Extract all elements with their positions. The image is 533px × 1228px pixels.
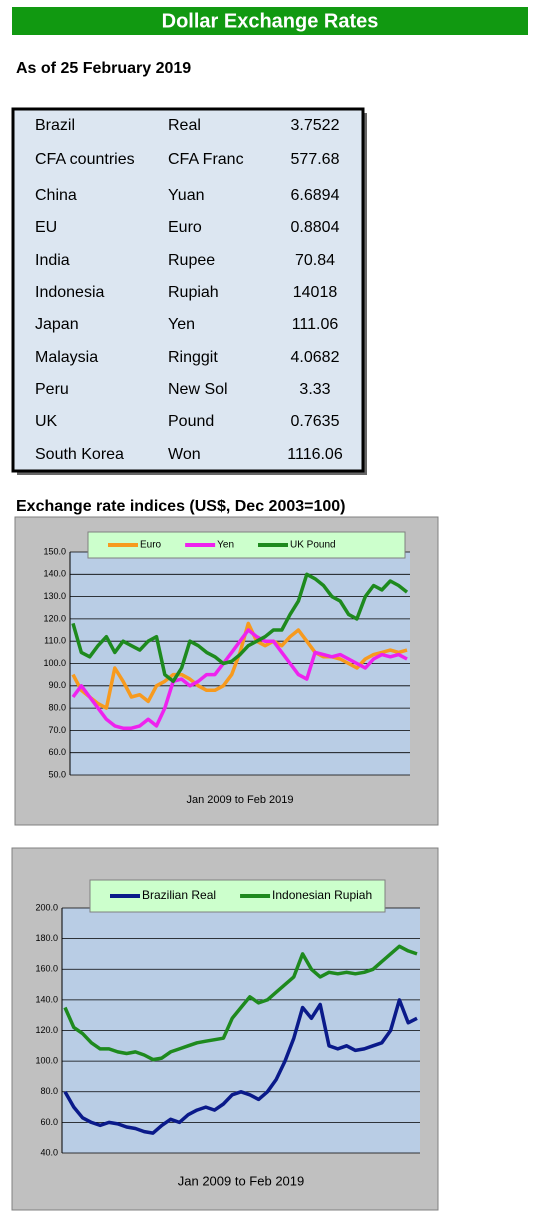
y-tick-label: 160.0 [35, 964, 58, 974]
legend-label: UK Pound [290, 540, 336, 551]
rate: 4.0682 [291, 349, 340, 366]
series-line [71, 572, 409, 684]
date: As of 25 February 2019 [16, 60, 191, 77]
y-tick-label: 90.0 [48, 680, 66, 690]
country: EU [35, 219, 57, 236]
y-tick-label: 100.0 [35, 1056, 58, 1066]
table: Brazil Real 3.7522 CFA countries CFA Franc 57… [35, 117, 343, 463]
currency: CFA Franc [168, 151, 244, 168]
charts: 50.0 60.0 70.0 80.0 90.0 100.0 110.0 120.0 130.0… [11, 516, 439, 1211]
y-tick-label: 70.0 [48, 725, 66, 735]
country: Peru [35, 381, 69, 398]
country: UK [35, 413, 58, 430]
rate: 111.06 [292, 316, 339, 333]
y-tick-label: 80.0 [48, 702, 66, 712]
rate: 577.68 [291, 151, 340, 168]
currency: Ringgit [168, 349, 218, 366]
y-tick-label: 120.0 [35, 1025, 58, 1035]
rate: 6.6894 [291, 187, 340, 204]
currency: Rupiah [168, 284, 219, 301]
rate: 1116.06 [287, 446, 343, 463]
legend-label: Brazilian Real [142, 888, 216, 902]
series-line [63, 944, 418, 1062]
country: China [35, 187, 77, 204]
x-axis-label: Jan 2009 to Feb 2019 [186, 794, 293, 806]
table-box [11, 107, 365, 473]
country: Japan [35, 316, 79, 333]
currency: Rupee [168, 252, 215, 269]
y-tick-label: 40.0 [40, 1147, 58, 1157]
currency: Yuan [168, 187, 204, 204]
legend-label: Euro [140, 540, 162, 551]
country: South Korea [35, 446, 124, 463]
y-tick-label: 150.0 [43, 546, 66, 556]
y-tick-label: 80.0 [40, 1086, 58, 1096]
y-tick-label: 120.0 [43, 613, 66, 623]
title: Dollar Exchange Rates [162, 10, 379, 32]
currency: Real [168, 117, 201, 134]
y-tick-label: 200.0 [35, 902, 58, 912]
y-tick-label: 140.0 [35, 994, 58, 1004]
country: India [35, 252, 70, 269]
rate: 0.7635 [291, 413, 340, 430]
series-line [63, 998, 418, 1135]
y-tick-label: 50.0 [48, 769, 66, 779]
rate: 14018 [293, 284, 338, 301]
rate: 0.8804 [291, 219, 340, 236]
y-tick-label: 100.0 [43, 658, 66, 668]
country: Brazil [35, 117, 75, 134]
series-line [71, 628, 408, 730]
y-tick-label: 130.0 [43, 591, 66, 601]
y-tick-label: 140.0 [43, 569, 66, 579]
country: Malaysia [35, 349, 98, 366]
country: CFA countries [35, 151, 135, 168]
y-tick-label: 110.0 [44, 636, 66, 646]
legend-label: Yen [217, 540, 234, 551]
x-axis-label: Jan 2009 to Feb 2019 [178, 1173, 305, 1188]
section-title: Exchange rate indices (US$, Dec 2003=100… [16, 498, 346, 515]
currency: Euro [168, 219, 202, 236]
legend-label: Indonesian Rupiah [272, 888, 372, 902]
y-tick-label: 60.0 [48, 747, 66, 757]
legend-box [87, 531, 406, 559]
rate: 3.7522 [291, 117, 340, 134]
currency: New Sol [168, 381, 228, 398]
currency: Yen [168, 316, 195, 333]
currency: Pound [168, 413, 214, 430]
country: Indonesia [35, 284, 104, 301]
rate: 3.33 [299, 381, 330, 398]
y-tick-label: 60.0 [40, 1117, 58, 1127]
title-bar [12, 7, 528, 35]
currency: Won [168, 446, 201, 463]
rate: 70.84 [295, 252, 335, 269]
y-tick-label: 180.0 [35, 933, 58, 943]
